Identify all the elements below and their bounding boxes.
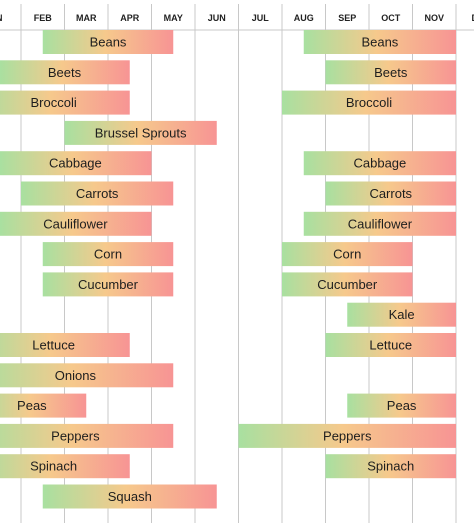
- bar-beets-season-1: [0, 60, 130, 85]
- bar-cucumber-season-2: [282, 272, 413, 297]
- bar-cabbage-season-1: [0, 151, 152, 176]
- bar-lettuce-season-1: [0, 333, 130, 357]
- month-label-feb: FEB: [34, 13, 53, 23]
- bar-label-onions-season-1: Onions: [55, 368, 97, 383]
- bar-label-lettuce-season-2: Lettuce: [369, 338, 412, 353]
- bar-label-squash-season-1: Squash: [108, 489, 152, 504]
- crop-labels: Beans Beans Beets Beets Broccoli Broccoli Brus…: [17, 35, 417, 505]
- month-header: N FEB MAR APR MAY JUN JUL AUG SEP OCT NOV DE: [0, 13, 474, 31]
- bar-label-cabbage-season-1: Cabbage: [49, 156, 102, 171]
- bar-spinach-season-2: [325, 454, 456, 479]
- bar-label-beets-season-1: Beets: [48, 65, 82, 80]
- crop-bars: [0, 30, 456, 509]
- month-label-aug: AUG: [294, 13, 314, 23]
- bar-label-broccoli-season-1: Broccoli: [31, 95, 77, 110]
- bar-lettuce-season-2: [325, 333, 456, 357]
- bar-label-broccoli-season-2: Broccoli: [346, 95, 392, 110]
- bar-label-peas-season-2: Peas: [387, 398, 417, 413]
- month-label-jun: JUN: [208, 13, 226, 23]
- bar-kale-season-1: [347, 302, 456, 327]
- bar-label-spinach-season-2: Spinach: [367, 459, 414, 474]
- month-label-mar: MAR: [76, 13, 97, 23]
- month-label-dec: DE: [471, 13, 474, 23]
- bar-label-peas-season-1: Peas: [17, 398, 47, 413]
- bar-label-peppers-season-1: Peppers: [51, 428, 100, 443]
- bar-carrots-season-2: [325, 181, 456, 206]
- bar-peppers-season-1: [0, 423, 174, 448]
- bar-label-brussel-sprouts-season-1: Brussel Sprouts: [95, 125, 187, 140]
- bar-carrots-season-1: [21, 181, 174, 206]
- bar-label-lettuce-season-1: Lettuce: [32, 338, 75, 353]
- bar-label-kale-season-1: Kale: [389, 307, 415, 322]
- bar-beans-season-2: [303, 30, 456, 54]
- bar-label-cauliflower-season-2: Cauliflower: [348, 216, 413, 231]
- bar-label-corn-season-1: Corn: [94, 247, 122, 262]
- bar-label-cucumber-season-2: Cucumber: [317, 277, 378, 292]
- month-label-jan: N: [0, 13, 3, 23]
- month-label-may: MAY: [164, 13, 183, 23]
- month-label-apr: APR: [120, 13, 140, 23]
- month-label-nov: NOV: [424, 13, 444, 23]
- month-label-jul: JUL: [252, 13, 270, 23]
- bar-peas-season-2: [347, 393, 456, 418]
- bar-label-peppers-season-2: Peppers: [323, 428, 372, 443]
- month-label-sep: SEP: [338, 13, 356, 23]
- bar-beans-season-1: [42, 30, 174, 54]
- bar-label-carrots-season-2: Carrots: [369, 186, 412, 201]
- bar-cauliflower-season-2: [303, 211, 456, 236]
- bar-label-beets-season-2: Beets: [374, 65, 408, 80]
- bar-label-beans-season-2: Beans: [361, 35, 398, 50]
- bar-label-cabbage-season-2: Cabbage: [353, 156, 406, 171]
- bar-brussel-sprouts-season-1: [64, 120, 217, 145]
- bar-label-carrots-season-1: Carrots: [76, 186, 119, 201]
- bar-label-cucumber-season-1: Cucumber: [78, 277, 139, 292]
- bar-cauliflower-season-1: [0, 211, 152, 236]
- bar-peas-season-1: [0, 393, 87, 418]
- bar-broccoli-season-2: [282, 90, 456, 115]
- bar-label-spinach-season-1: Spinach: [30, 459, 77, 474]
- bar-label-cauliflower-season-1: Cauliflower: [43, 216, 108, 231]
- bar-corn-season-2: [282, 242, 413, 267]
- bar-onions-season-1: [0, 363, 174, 388]
- bar-beets-season-2: [325, 60, 456, 85]
- bar-corn-season-1: [42, 242, 174, 267]
- bar-broccoli-season-1: [0, 90, 130, 115]
- bar-cucumber-season-1: [42, 272, 174, 297]
- bar-peppers-season-2: [238, 423, 456, 448]
- month-label-oct: OCT: [381, 13, 401, 23]
- bar-label-beans-season-1: Beans: [90, 35, 127, 50]
- bar-squash-season-1: [42, 484, 217, 509]
- bar-label-corn-season-2: Corn: [333, 247, 361, 262]
- bar-spinach-season-1: [0, 454, 130, 479]
- bar-cabbage-season-2: [303, 151, 456, 176]
